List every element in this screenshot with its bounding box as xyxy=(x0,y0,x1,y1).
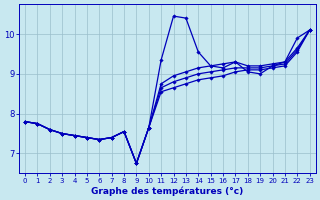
X-axis label: Graphe des températures (°c): Graphe des températures (°c) xyxy=(91,186,244,196)
